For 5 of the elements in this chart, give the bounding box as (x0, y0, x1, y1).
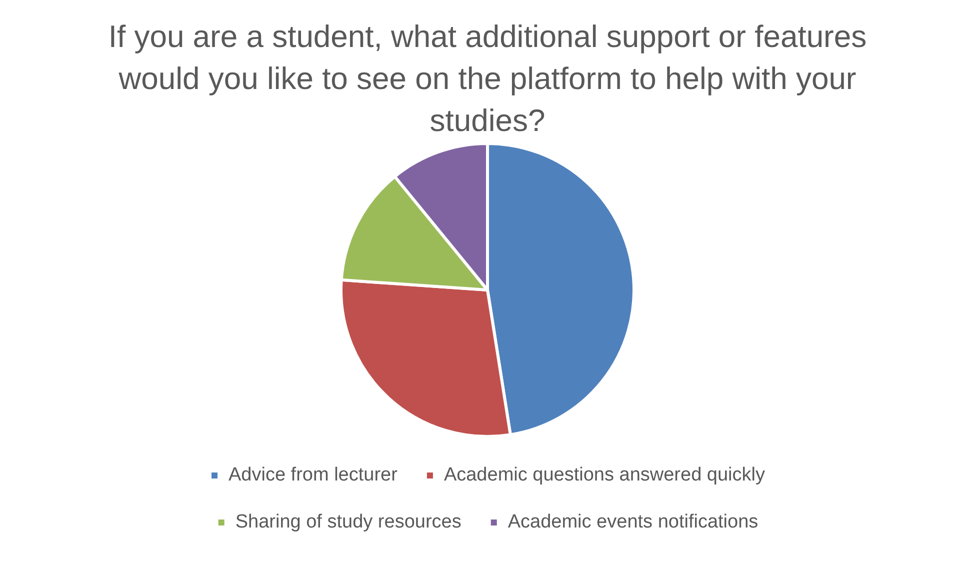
legend-label: Academic events notifications (508, 512, 758, 533)
legend-label: Academic questions answered quickly (444, 464, 766, 486)
legend-label: Sharing of study resources (235, 512, 462, 533)
chart-title: If you are a student, what additional support or features would you like to see on the platform to help with your studies? (108, 18, 868, 140)
legend-label: Advice from lecturer (228, 464, 398, 486)
